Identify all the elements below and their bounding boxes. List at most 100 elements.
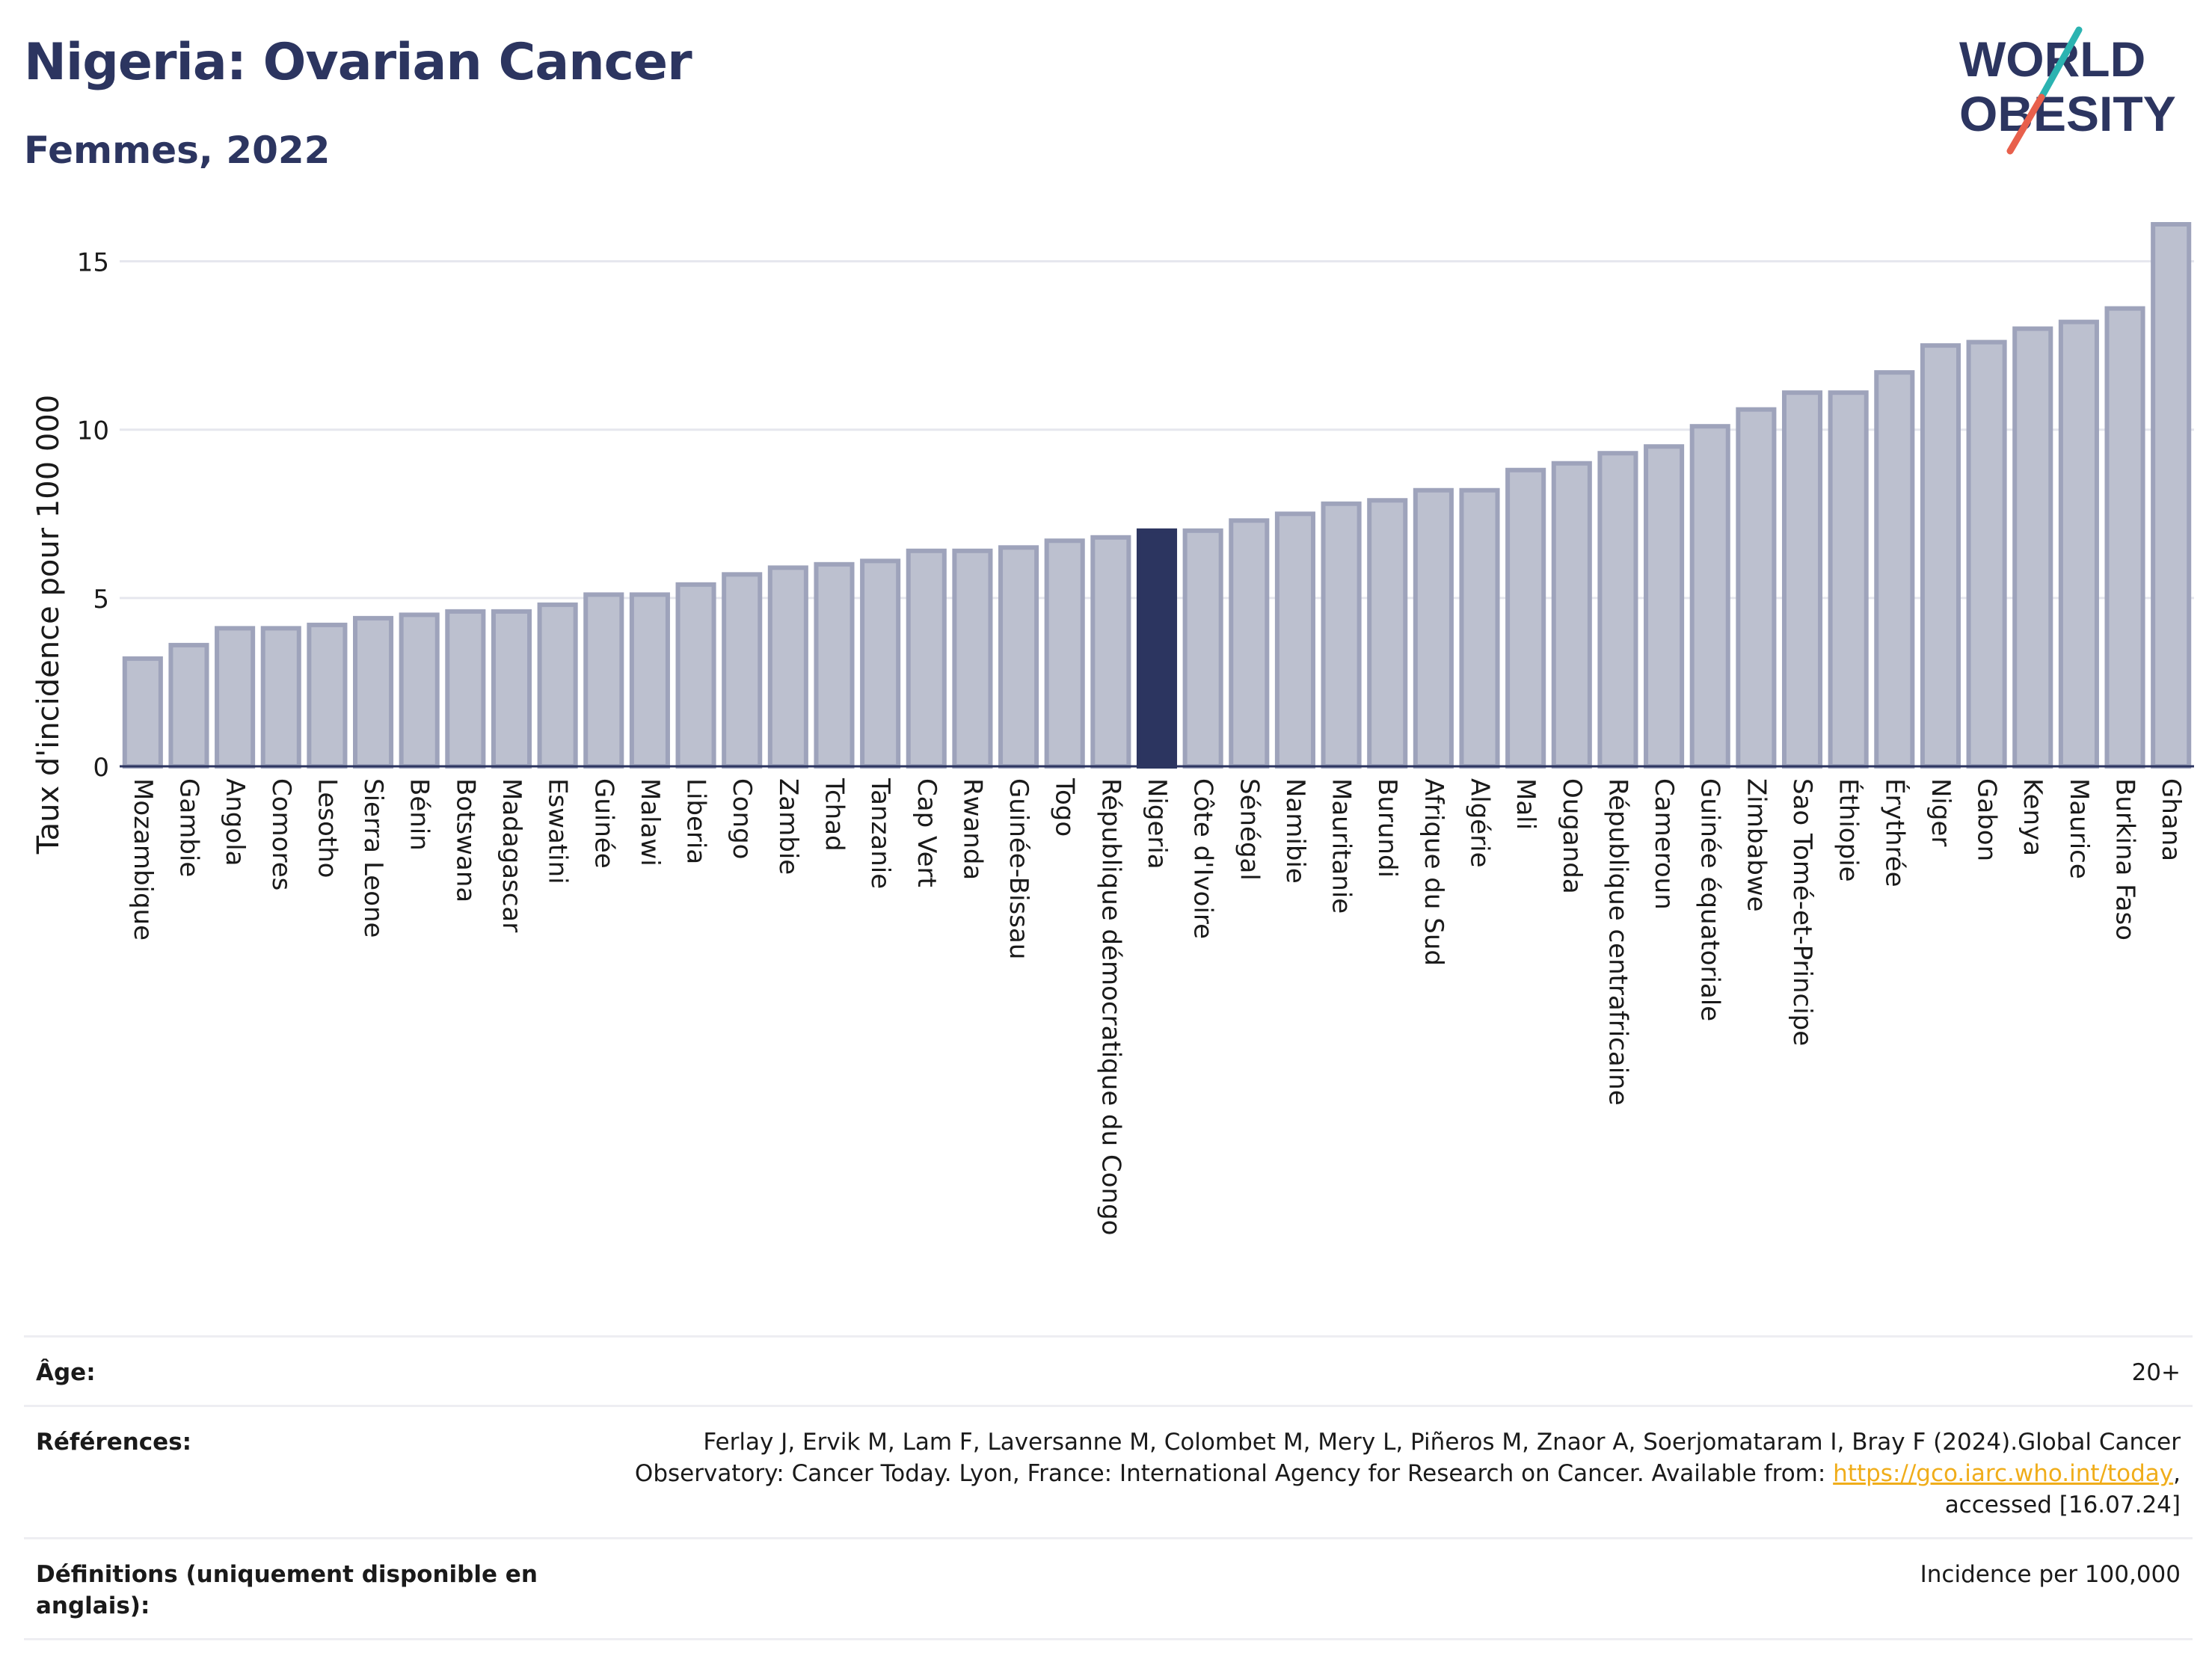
bar	[2151, 222, 2192, 769]
x-tick-label: Kenya	[2018, 778, 2047, 856]
logo-word-obesity: OBESITY	[1959, 86, 2176, 141]
footer-table: Âge: 20+ Références: Ferlay J, Ervik M, …	[24, 1335, 2193, 1640]
bar	[537, 602, 578, 769]
bar	[1966, 339, 2007, 769]
definitions-value: Incidence per 100,000	[1920, 1561, 2181, 1588]
bar	[860, 558, 901, 769]
bar	[1551, 461, 1592, 769]
y-tick-label: 0	[93, 753, 109, 783]
bar	[2058, 319, 2099, 769]
x-tick-label: Éthiopie	[1834, 778, 1864, 882]
bar	[1874, 370, 1915, 769]
bar	[998, 545, 1039, 769]
bar	[307, 622, 348, 769]
x-tick-label: Gambie	[173, 778, 203, 877]
references-text: Ferlay J, Ervik M, Lam F, Laversanne M, …	[634, 1429, 2181, 1487]
bar	[814, 561, 855, 769]
bar	[722, 572, 763, 769]
bar	[1689, 424, 1730, 769]
bar	[1459, 487, 1500, 769]
page-title: Nigeria: Ovarian Cancer	[24, 33, 692, 92]
bar	[1090, 535, 1131, 769]
x-tick-label: Liberia	[681, 778, 711, 864]
bar	[353, 615, 394, 769]
bar	[952, 548, 993, 769]
bar	[2012, 326, 2053, 769]
x-tick-label: République centrafricaine	[1603, 778, 1632, 1106]
bar	[1736, 407, 1777, 769]
definitions-label: Définitions (uniquement disponible en an…	[36, 1561, 538, 1619]
x-tick-label: Cap Vert	[912, 778, 941, 887]
bar	[1182, 528, 1223, 769]
y-tick-label: 10	[77, 416, 109, 446]
bar	[399, 612, 440, 769]
x-tick-label: Mali	[1511, 778, 1540, 830]
x-tick-label: Rwanda	[957, 778, 987, 880]
bar	[1274, 511, 1315, 769]
x-tick-label: Namibie	[1280, 778, 1310, 884]
bar	[491, 609, 532, 769]
bar	[1781, 390, 1823, 769]
x-tick-label: Zambie	[773, 778, 803, 875]
bar	[215, 626, 256, 769]
bar	[122, 656, 163, 769]
age-label: Âge:	[36, 1359, 96, 1386]
references-value: Ferlay J, Ervik M, Lam F, Laversanne M, …	[610, 1426, 2181, 1521]
bar	[767, 565, 808, 769]
x-tick-label: Eswatini	[543, 778, 573, 884]
x-tick-label: Comores	[266, 778, 296, 890]
x-tick-label: Togo	[1050, 778, 1080, 837]
x-tick-label: Cameroun	[1649, 778, 1679, 910]
bar-highlight	[1136, 528, 1178, 769]
logo-slash-red	[2006, 93, 2045, 155]
y-tick-label: 5	[93, 585, 109, 615]
x-tick-label: Nigeria	[1142, 778, 1172, 869]
bar	[260, 626, 301, 769]
x-tick-label: Malawi	[635, 778, 665, 867]
logo-slash-teal	[2038, 26, 2083, 101]
age-value: 20+	[2131, 1359, 2181, 1386]
bar	[675, 582, 716, 769]
x-tick-label: Tanzanie	[865, 778, 895, 889]
x-tick-label: Angola	[220, 778, 250, 866]
x-tick-label: Érythrée	[1879, 778, 1910, 887]
x-tick-label: Madagascar	[497, 778, 526, 932]
bar	[1505, 467, 1546, 769]
x-tick-label: Zimbabwe	[1741, 778, 1771, 912]
x-tick-label: Gabon	[1972, 778, 2002, 861]
x-tick-label: Sierra Leone	[358, 778, 388, 938]
x-tick-label: Sao Tomé-et-Principe	[1787, 778, 1817, 1046]
x-tick-label: Lesotho	[312, 778, 342, 878]
bar	[629, 592, 670, 769]
world-obesity-logo: WORLD OBESITY	[1959, 26, 2176, 155]
x-tick-label: Mozambique	[128, 778, 158, 941]
bar	[168, 642, 209, 769]
x-tick-label: Ghana	[2156, 778, 2186, 861]
references-link[interactable]: https://gco.iarc.who.int/today	[1833, 1460, 2174, 1487]
bar	[1644, 444, 1685, 769]
x-tick-label: Botswana	[450, 778, 480, 902]
bar	[1367, 498, 1408, 769]
x-tick-label: Guinée-Bissau	[1004, 778, 1033, 959]
x-tick-label: Maurice	[2064, 778, 2094, 879]
x-tick-label: Niger	[1926, 778, 1956, 846]
references-tail: , accessed [16.07.24]	[1944, 1460, 2181, 1518]
x-tick-label: Mauritanie	[1327, 778, 1357, 914]
x-tick-label: Burkina Faso	[2110, 778, 2140, 941]
footer-row-definitions: Définitions (uniquement disponible en an…	[24, 1537, 2193, 1640]
y-axis-label: Taux d'incidence pour 100 000	[31, 395, 66, 855]
x-tick-label: Congo	[727, 778, 757, 859]
x-tick-label: Bénin	[405, 778, 434, 851]
bar	[1920, 343, 1961, 769]
bar-chart: 0 5 10 15 Mozambique Gambie Angola Comores Leso…	[31, 222, 2194, 1235]
footer-row-references: Références: Ferlay J, Ervik M, Lam F, La…	[24, 1405, 2193, 1537]
bar	[2104, 306, 2145, 769]
bar	[1321, 501, 1362, 769]
x-tick-label: Guinée équatoriale	[1695, 778, 1725, 1021]
category-labels: Mozambique Gambie Angola Comores Lesotho Sier…	[128, 778, 2186, 1235]
x-tick-label: Ouganda	[1557, 778, 1587, 894]
bar	[906, 548, 947, 769]
footer-row-age: Âge: 20+	[24, 1335, 2193, 1405]
page-subtitle: Femmes, 2022	[24, 129, 331, 172]
x-tick-label: Burundi	[1372, 778, 1402, 878]
